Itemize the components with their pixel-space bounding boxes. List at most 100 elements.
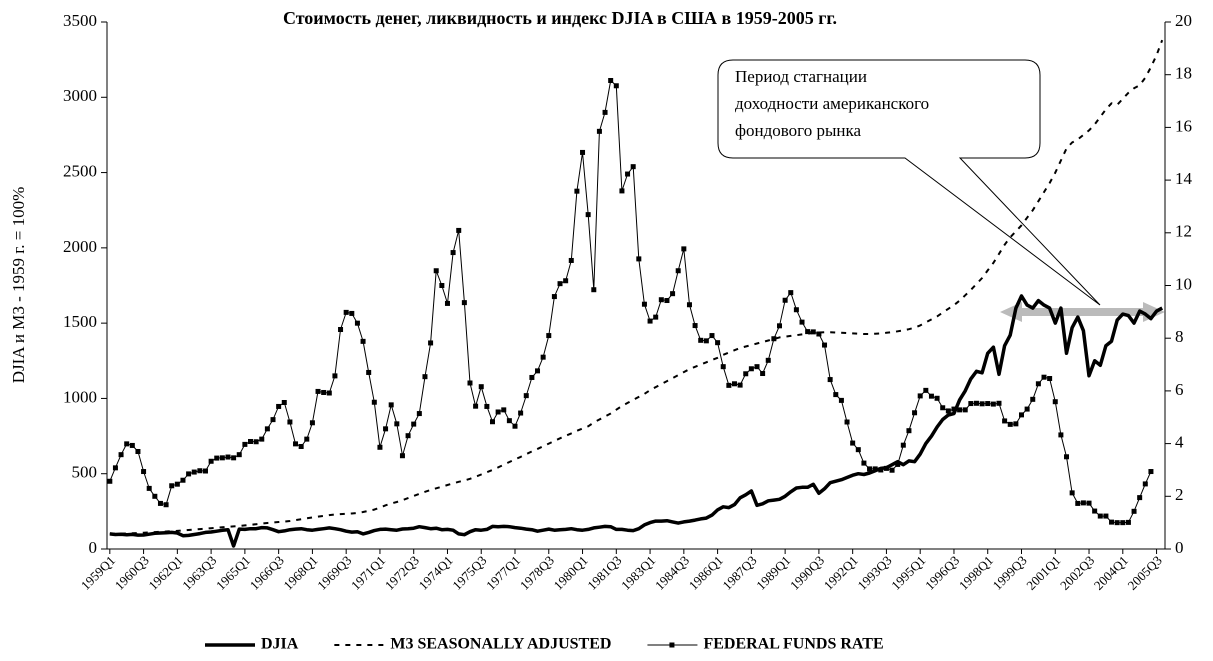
y-tick-label: 2000 xyxy=(63,237,97,256)
legend-label: FEDERAL FUNDS RATE xyxy=(703,636,883,653)
marker xyxy=(439,283,445,288)
marker xyxy=(1092,508,1098,514)
marker xyxy=(912,410,918,416)
marker xyxy=(957,407,963,413)
marker xyxy=(219,455,225,461)
marker xyxy=(619,188,625,194)
marker xyxy=(523,393,529,399)
x-tick-label: 1959Q1 xyxy=(78,553,118,593)
x-tick-label: 1995Q1 xyxy=(888,553,928,593)
marker xyxy=(827,377,833,383)
marker xyxy=(411,421,417,427)
marker xyxy=(146,485,152,491)
annotation-line: фондового рынка xyxy=(735,121,861,140)
marker xyxy=(293,441,299,447)
marker xyxy=(850,440,856,446)
marker xyxy=(551,294,557,300)
y2-tick-label: 0 xyxy=(1175,538,1184,557)
marker xyxy=(771,336,777,342)
y-tick-label: 3000 xyxy=(63,86,97,105)
marker xyxy=(1064,454,1070,460)
marker xyxy=(765,357,771,363)
x-tick-label: 1989Q1 xyxy=(753,553,793,593)
y2-tick-label: 20 xyxy=(1175,11,1192,30)
marker xyxy=(962,407,968,413)
marker xyxy=(152,493,158,499)
marker xyxy=(782,297,788,303)
x-tick-label: 1992Q1 xyxy=(821,553,861,593)
marker xyxy=(681,246,687,252)
marker xyxy=(799,319,805,325)
x-tick-label: 1971Q1 xyxy=(348,553,388,593)
marker xyxy=(107,478,113,484)
marker xyxy=(546,333,552,339)
marker xyxy=(1024,406,1030,412)
marker xyxy=(202,468,208,474)
marker xyxy=(388,402,394,408)
x-tick-label: 1996Q3 xyxy=(922,553,962,593)
marker xyxy=(602,109,608,115)
marker xyxy=(1007,421,1013,427)
marker xyxy=(1035,381,1041,387)
marker xyxy=(979,401,985,407)
marker xyxy=(731,381,737,387)
marker xyxy=(383,426,389,432)
marker xyxy=(1018,412,1024,418)
marker xyxy=(748,366,754,372)
marker xyxy=(1097,513,1103,519)
marker xyxy=(174,481,180,487)
marker xyxy=(484,403,490,409)
marker xyxy=(129,442,135,448)
marker xyxy=(501,407,507,413)
marker xyxy=(580,149,586,155)
marker xyxy=(518,410,524,416)
x-tick-label: 1975Q3 xyxy=(449,553,489,593)
marker xyxy=(664,298,670,304)
x-tick-label: 1978Q3 xyxy=(517,553,557,593)
marker xyxy=(304,436,310,442)
marker xyxy=(777,323,783,329)
marker xyxy=(692,323,698,329)
marker xyxy=(405,433,411,439)
marker xyxy=(186,471,192,477)
x-tick-label: 1972Q3 xyxy=(382,553,422,593)
marker xyxy=(889,467,895,473)
legend-label: M3 SEASONALLY ADJUSTED xyxy=(390,636,611,653)
marker xyxy=(1075,500,1081,506)
marker xyxy=(788,290,794,296)
marker xyxy=(298,443,304,449)
marker xyxy=(855,447,861,453)
marker xyxy=(208,458,214,464)
marker xyxy=(276,403,282,409)
marker xyxy=(225,454,231,460)
marker xyxy=(805,329,811,335)
x-tick-label: 1969Q3 xyxy=(314,553,354,593)
marker xyxy=(568,257,574,263)
marker xyxy=(180,477,186,483)
marker xyxy=(613,83,619,89)
marker xyxy=(1086,500,1092,506)
marker xyxy=(698,337,704,343)
marker xyxy=(585,212,591,218)
marker xyxy=(248,438,254,444)
callout-bubble xyxy=(717,59,1101,306)
marker xyxy=(231,455,237,461)
marker xyxy=(1047,376,1053,382)
marker xyxy=(968,401,974,407)
marker xyxy=(371,399,377,405)
marker xyxy=(197,468,203,474)
marker xyxy=(703,338,709,344)
marker xyxy=(478,384,484,390)
marker xyxy=(737,382,743,388)
x-tick-label: 1974Q1 xyxy=(415,553,455,593)
marker xyxy=(895,461,901,467)
marker xyxy=(529,374,535,380)
marker xyxy=(1125,519,1131,525)
x-tick-label: 1993Q3 xyxy=(854,553,894,593)
marker xyxy=(456,227,462,233)
x-tick-label: 1986Q1 xyxy=(686,553,726,593)
marker xyxy=(1114,520,1120,526)
marker xyxy=(754,364,760,370)
marker xyxy=(861,460,867,466)
x-tick-label: 1987Q3 xyxy=(719,553,759,593)
